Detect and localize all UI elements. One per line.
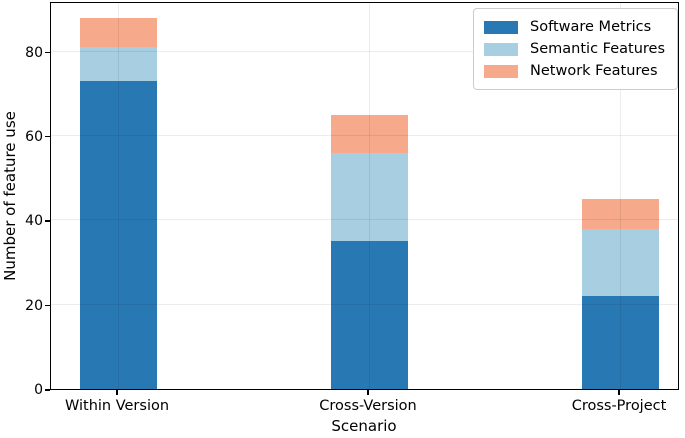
y-tick-label-80: 80 [25, 44, 43, 61]
legend-label: Software Metrics [530, 19, 652, 35]
y-tick-label-60: 60 [25, 128, 43, 145]
y-tick-mark-80 [45, 51, 50, 54]
gridline-y-60 [51, 134, 678, 136]
y-tick-mark-20 [45, 304, 50, 307]
y-tick-label-0: 0 [34, 382, 43, 398]
x-tick-label-2: Cross-Project [571, 398, 667, 414]
y-tick-label-20: 20 [25, 297, 43, 314]
gridline-y-20 [51, 303, 678, 305]
bar-segment-within-version-software-metrics [79, 81, 157, 389]
y-tick-mark-60 [45, 135, 50, 138]
bar-segment-cross-project-network-features [581, 199, 659, 229]
legend-label: Semantic Features [530, 41, 665, 57]
y-tick-mark-40 [45, 220, 50, 222]
bar-segment-cross-version-semantic-features [330, 152, 408, 242]
y-tick-mark-0 [45, 389, 50, 391]
gridline-x-0 [118, 3, 119, 389]
gridline-x-2 [620, 3, 621, 389]
legend-item-software-metrics: Software Metrics [484, 16, 665, 38]
legend-label: Network Features [530, 63, 658, 79]
gridline-y-40 [51, 219, 678, 221]
bar-segment-cross-project-software-metrics [581, 296, 659, 389]
x-tick-mark-0 [116, 390, 118, 395]
bar-segment-within-version-semantic-features [79, 47, 157, 82]
x-tick-mark-2 [618, 390, 620, 395]
bar-segment-cross-project-semantic-features [581, 228, 659, 297]
bar-segment-cross-version-software-metrics [330, 241, 408, 389]
legend-swatch-icon [484, 20, 519, 34]
x-tick-label-1: Cross-Version [319, 398, 417, 414]
legend-item-semantic-features: Semantic Features [484, 38, 665, 60]
legend-item-network-features: Network Features [484, 60, 665, 82]
bar-segment-within-version-network-features [79, 17, 157, 48]
x-tick-mark-1 [367, 390, 369, 395]
legend-swatch-icon [484, 64, 519, 78]
x-axis-label: Scenario [331, 417, 397, 435]
x-tick-label-0: Within Version [64, 398, 170, 414]
legend-swatch-icon [484, 42, 519, 56]
y-tick-label-40: 40 [25, 213, 43, 230]
gridline-y-80 [51, 50, 678, 52]
legend: Software Metrics Semantic Features Network… [473, 8, 678, 90]
bar-segment-cross-version-network-features [330, 114, 408, 153]
gridline-x-1 [369, 3, 370, 389]
